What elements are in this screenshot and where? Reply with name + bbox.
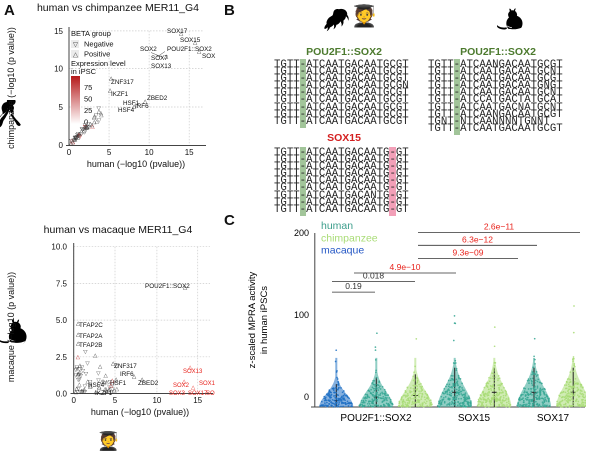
svg-text:SOX15: SOX15	[458, 413, 491, 424]
svg-text:human: human	[321, 220, 353, 232]
svg-text:200: 200	[294, 228, 309, 238]
svg-text:POU2F1::SOX2: POU2F1::SOX2	[340, 413, 412, 424]
svg-text:SOX17: SOX17	[537, 413, 570, 424]
svg-text:9.3e−09: 9.3e−09	[453, 247, 484, 257]
svg-text:100: 100	[294, 310, 309, 320]
svg-text:0.018: 0.018	[363, 271, 385, 281]
svg-text:macaque: macaque	[321, 245, 364, 257]
svg-text:2.6e−11: 2.6e−11	[484, 222, 515, 232]
svg-text:0.19: 0.19	[345, 281, 362, 291]
svg-text:6.3e−12: 6.3e−12	[462, 234, 493, 244]
svg-text:0: 0	[304, 392, 309, 402]
svg-text:z-scaled MPRA activity: z-scaled MPRA activity	[247, 271, 258, 368]
svg-text:4.9e−10: 4.9e−10	[390, 262, 421, 272]
svg-text:chimpanzee: chimpanzee	[321, 233, 378, 245]
svg-text:in human iPSCs: in human iPSCs	[259, 286, 270, 354]
